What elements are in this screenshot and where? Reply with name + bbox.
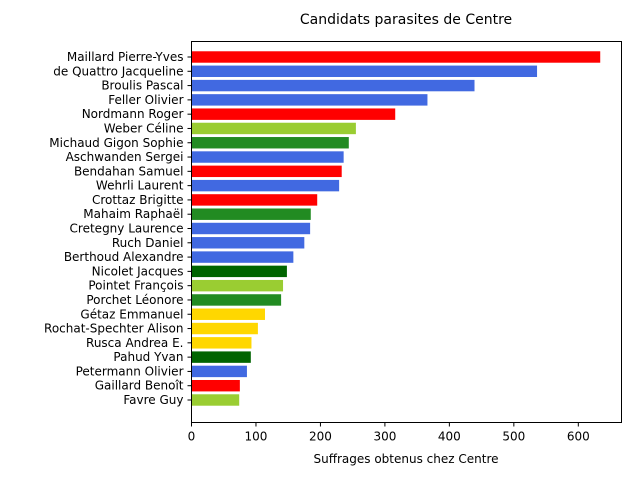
y-tick-label: Michaud Gigon Sophie (49, 136, 183, 150)
y-tick-label: Gétaz Emmanuel (80, 307, 183, 321)
bar (191, 151, 344, 163)
bar (191, 51, 601, 63)
y-tick-label: Porchet Léonore (86, 293, 183, 307)
y-tick-label: Bendahan Samuel (74, 164, 184, 178)
x-tick-label: 0 (188, 430, 196, 444)
y-tick-label: Broulis Pascal (101, 79, 183, 93)
y-tick-label: Gaillard Benoît (95, 379, 184, 393)
x-tick-label: 500 (502, 430, 525, 444)
bar (191, 108, 396, 120)
x-tick-label: 200 (309, 430, 332, 444)
y-tick-label: Favre Guy (123, 393, 183, 407)
bar (191, 351, 251, 363)
bar (191, 365, 247, 378)
bar (191, 279, 284, 292)
bar (191, 294, 282, 306)
y-tick-label: Nicolet Jacques (92, 264, 184, 278)
bar (191, 308, 265, 320)
y-tick-label: Mahaim Raphaël (83, 207, 183, 221)
bar (191, 194, 318, 206)
x-tick-label: 100 (245, 430, 268, 444)
y-tick-label: Pointet François (88, 279, 183, 293)
bar (191, 337, 252, 349)
bar (191, 79, 475, 92)
bar (191, 122, 356, 135)
bar (191, 94, 428, 106)
bar (191, 65, 538, 78)
bar (191, 379, 240, 392)
y-tick-label: Cretegny Laurence (70, 222, 184, 236)
bar (191, 322, 258, 335)
bar (191, 394, 240, 406)
bar (191, 251, 294, 263)
y-tick-label: Nordmann Roger (82, 107, 184, 121)
y-tick-label: Berthoud Alexandre (64, 250, 184, 264)
bar (191, 237, 305, 249)
bar (191, 265, 287, 278)
x-axis-label: Suffrages obtenus chez Centre (314, 452, 499, 466)
x-tick-label: 300 (373, 430, 396, 444)
chart-title: Candidats parasites de Centre (300, 12, 512, 28)
x-axis-ticks: 0 100 200 300 400 500 600 (188, 422, 590, 444)
bar (191, 222, 311, 235)
y-tick-label: Weber Céline (104, 121, 184, 135)
y-tick-label: Crottaz Brigitte (92, 193, 184, 207)
y-tick-label: Wehrli Laurent (96, 179, 184, 193)
x-tick-label: 600 (567, 430, 590, 444)
y-tick-label: Maillard Pierre-Yves (67, 50, 184, 64)
bars-group (191, 51, 601, 406)
bar (191, 208, 311, 220)
x-tick-label: 400 (438, 430, 461, 444)
y-tick-label: Petermann Olivier (76, 364, 184, 378)
y-tick-label: Ruch Daniel (112, 236, 184, 250)
bar (191, 137, 349, 149)
y-tick-label: Rusca Andrea E. (86, 336, 183, 350)
y-tick-label: Rochat-Spechter Alison (44, 322, 183, 336)
plot-frame (191, 41, 622, 423)
bar (191, 179, 340, 192)
y-tick-label: de Quattro Jacqueline (53, 64, 183, 78)
y-tick-label: Pahud Yvan (113, 350, 183, 364)
y-tick-label: Feller Olivier (108, 93, 183, 107)
y-tick-label: Aschwanden Sergei (66, 150, 184, 164)
bar (191, 165, 342, 178)
